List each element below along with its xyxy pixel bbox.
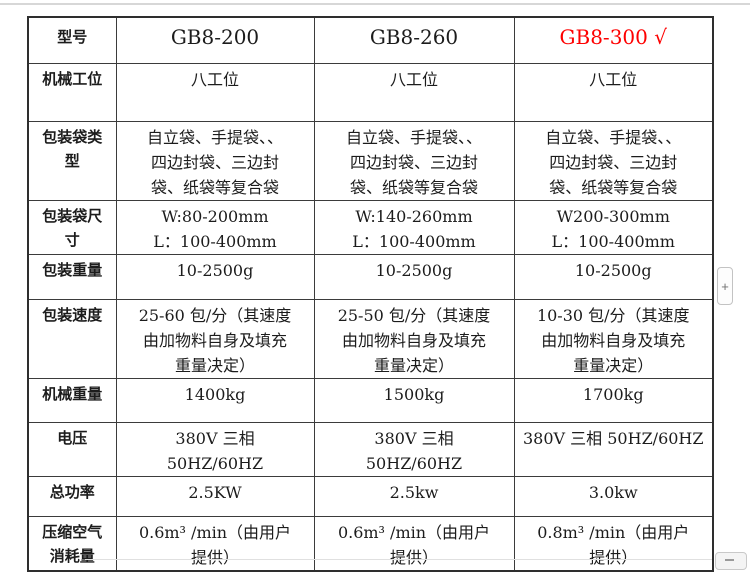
spec-cell: 3.0kw: [513, 475, 714, 517]
spec-table: 型号 GB8-200 GB8-260 GB8-300 √ 机械工位 八工位 八工位 八工位 包装…: [27, 16, 714, 572]
row-label: 包装速度: [27, 298, 117, 379]
table-row: 压缩空气 消耗量 0.6m³ /min（由用户 提供） 0.6m³ /min（由用户 提供…: [27, 515, 714, 571]
row-label: 机械重量: [27, 377, 117, 423]
plus-icon: +: [721, 278, 729, 294]
spec-cell: 10-2500g: [513, 253, 714, 300]
row-label: 包装重量: [27, 253, 117, 300]
spec-cell: W:80-200mm L：100-400mm: [115, 199, 315, 255]
row-label: 压缩空气 消耗量: [27, 515, 117, 571]
model-header-cell: GB8-260: [313, 16, 515, 64]
row-label: 机械工位: [27, 62, 117, 122]
table-row: 机械重量 1400kg 1500kg 1700kg: [27, 377, 714, 423]
spec-cell: 0.6m³ /min（由用户 提供）: [115, 515, 315, 571]
spec-cell: 0.6m³ /min（由用户 提供）: [313, 515, 515, 571]
model-header-cell: GB8-300 √: [513, 16, 714, 64]
bottom-partial-control[interactable]: [715, 552, 747, 570]
spec-cell: 25-50 包/分（其速度 由加物料自身及填充 重量决定）: [313, 298, 515, 379]
table-row: 包装速度 25-60 包/分（其速度 由加物料自身及填充 重量决定） 25-50 包/分…: [27, 298, 714, 379]
spec-cell: 380V 三相 50HZ/60HZ: [115, 421, 315, 477]
spec-cell: 自立袋、手提袋、、 四边封袋、三边封 袋、纸袋等复合袋: [513, 120, 714, 201]
spec-cell: 10-30 包/分（其速度 由加物料自身及填充 重量决定）: [513, 298, 714, 379]
spec-cell: 2.5KW: [115, 475, 315, 517]
row-label: 电压: [27, 421, 117, 477]
table-row: 包装袋尺寸 W:80-200mm L：100-400mm W:140-260mm L：1…: [27, 199, 714, 255]
spec-cell: 1500kg: [313, 377, 515, 423]
spec-cell: 25-60 包/分（其速度 由加物料自身及填充 重量决定）: [115, 298, 315, 379]
table-row: 电压 380V 三相 50HZ/60HZ 380V 三相 50HZ/60HZ 380V 三…: [27, 421, 714, 477]
spec-cell: 1700kg: [513, 377, 714, 423]
spec-cell: 1400kg: [115, 377, 315, 423]
spec-cell: 八工位: [513, 62, 714, 122]
model-header-row: 型号 GB8-200 GB8-260 GB8-300 √: [27, 16, 714, 64]
spec-cell: 10-2500g: [313, 253, 515, 300]
spec-cell: 八工位: [115, 62, 315, 122]
row-label: 包装袋尺寸: [27, 199, 117, 255]
next-page-edge: [85, 559, 712, 560]
minus-icon: [725, 559, 734, 561]
spec-cell: W:140-260mm L：100-400mm: [313, 199, 515, 255]
spec-cell: 380V 三相 50HZ/60HZ: [313, 421, 515, 477]
spec-cell: 380V 三相 50HZ/60HZ: [513, 421, 714, 477]
spec-cell: 0.8m³ /min（由用户 提供）: [513, 515, 714, 571]
row-label: 型号: [27, 16, 117, 64]
spec-cell: 自立袋、手提袋、、 四边封袋、三边封 袋、纸袋等复合袋: [115, 120, 315, 201]
spec-cell: 2.5kw: [313, 475, 515, 517]
table-row: 包装重量 10-2500g 10-2500g 10-2500g: [27, 253, 714, 300]
top-divider: [0, 3, 750, 5]
table-row: 总功率 2.5KW 2.5kw 3.0kw: [27, 475, 714, 517]
spec-cell: 自立袋、手提袋、、 四边封袋、三边封 袋、纸袋等复合袋: [313, 120, 515, 201]
table-row: 包装袋类型自立袋、手提袋、、 四边封袋、三边封 袋、纸袋等复合袋 自立袋、手提袋、、四…: [27, 120, 714, 201]
row-label: 总功率: [27, 475, 117, 517]
model-header-cell: GB8-200: [115, 16, 315, 64]
zoom-in-button[interactable]: +: [717, 267, 733, 305]
spec-cell: 10-2500g: [115, 253, 315, 300]
row-label: 包装袋类型: [27, 120, 117, 201]
spec-cell: 八工位: [313, 62, 515, 122]
spec-table-body: 型号 GB8-200 GB8-260 GB8-300 √ 机械工位 八工位 八工位 八工位 包装…: [27, 16, 714, 571]
spec-cell: W200-300mm L：100-400mm: [513, 199, 714, 255]
table-row: 机械工位 八工位 八工位 八工位: [27, 62, 714, 122]
